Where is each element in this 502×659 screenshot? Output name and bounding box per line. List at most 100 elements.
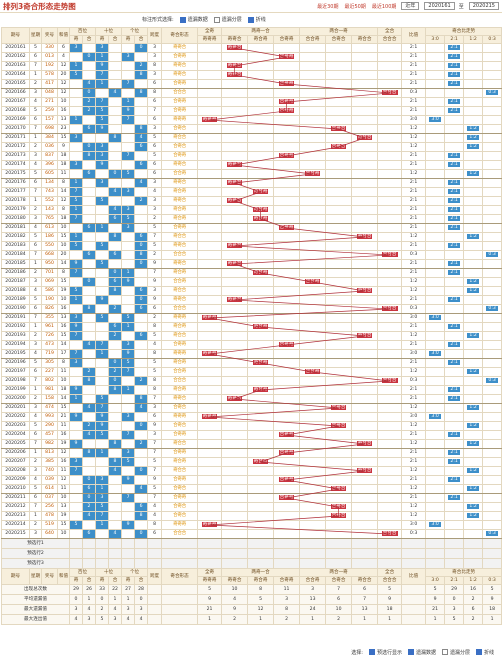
cell: 7 bbox=[121, 79, 136, 89]
cell bbox=[325, 520, 353, 530]
cell: 合奇奇 bbox=[273, 493, 301, 503]
cell bbox=[247, 43, 275, 53]
cell bbox=[273, 241, 301, 251]
option[interactable]: 遗漏数据 bbox=[179, 16, 208, 23]
cell: 6 bbox=[147, 142, 163, 152]
link[interactable]: 最近30期 bbox=[317, 3, 339, 10]
cell: 2 bbox=[29, 331, 42, 341]
cell bbox=[351, 502, 379, 512]
cell bbox=[197, 421, 223, 431]
cell: 奇合形态 bbox=[161, 568, 199, 585]
cell bbox=[325, 349, 353, 359]
cell bbox=[401, 538, 427, 549]
cell: 2:1 bbox=[444, 196, 465, 206]
cell: 0 bbox=[81, 142, 97, 152]
cell: 18 bbox=[57, 214, 70, 224]
cell bbox=[247, 142, 275, 152]
cell bbox=[325, 223, 353, 233]
cell: 5 bbox=[147, 358, 163, 368]
cell: 11 bbox=[273, 584, 301, 595]
cell: 2:1 bbox=[401, 79, 427, 89]
cell: 0 bbox=[69, 594, 83, 605]
cell: 跨度 bbox=[147, 27, 163, 44]
ratio-marker: 2:1 bbox=[448, 45, 460, 50]
option[interactable]: 遗漏分层 bbox=[213, 16, 242, 23]
cell bbox=[134, 448, 149, 458]
cell: 2:1 bbox=[444, 448, 465, 458]
cell bbox=[81, 331, 97, 341]
cell: 2020205 bbox=[1, 439, 30, 449]
select[interactable]: 近年 bbox=[401, 2, 420, 10]
shape-marker: 合奇奇 bbox=[278, 81, 295, 86]
cell bbox=[425, 151, 446, 161]
cell: 5 bbox=[69, 196, 83, 206]
cell: 2:1 bbox=[444, 52, 465, 62]
cell bbox=[325, 160, 353, 170]
from-input[interactable]: 2020161 bbox=[424, 2, 455, 10]
option[interactable]: 遗漏数据 bbox=[407, 649, 436, 656]
ratio-marker: 2:1 bbox=[448, 360, 460, 365]
cell bbox=[121, 502, 136, 512]
cell: 奇奇合 bbox=[161, 295, 199, 305]
ratio-marker: 2:1 bbox=[448, 54, 460, 59]
cell: 奖号 bbox=[41, 27, 58, 44]
cell: 5 bbox=[121, 169, 136, 179]
link[interactable]: 最近50期 bbox=[344, 3, 366, 10]
cell bbox=[81, 295, 97, 305]
cell bbox=[425, 52, 446, 62]
cell: 6 bbox=[81, 169, 97, 179]
cell bbox=[273, 250, 301, 260]
cell bbox=[377, 70, 403, 80]
to-input[interactable]: 2020215 bbox=[468, 2, 499, 10]
filter: 标注形式选择: 遗漏数据 遗漏分层 折线 bbox=[0, 13, 502, 26]
cell: 5 bbox=[95, 394, 110, 404]
cell: 2020167 bbox=[1, 97, 30, 107]
cell: 396 bbox=[41, 160, 58, 170]
cell: 2020193 bbox=[1, 331, 30, 341]
cell bbox=[463, 358, 484, 368]
cell bbox=[273, 484, 301, 494]
cell bbox=[463, 385, 484, 395]
cell: 1:2 bbox=[463, 576, 484, 585]
cell: 奇合奇 bbox=[161, 187, 199, 197]
cell: 2020173 bbox=[1, 151, 30, 161]
cell: 4 bbox=[108, 604, 123, 615]
cell: 4 bbox=[57, 52, 70, 62]
cell bbox=[444, 232, 465, 242]
cell: 和值 bbox=[57, 27, 70, 44]
cell: 1:2 bbox=[401, 466, 427, 476]
cell bbox=[161, 604, 199, 615]
cell: 478 bbox=[41, 511, 58, 521]
cell: 8 bbox=[57, 358, 70, 368]
cell bbox=[299, 79, 327, 89]
cell bbox=[425, 502, 446, 512]
option[interactable]: 折线 bbox=[475, 649, 494, 656]
option[interactable]: 遗漏分层 bbox=[441, 649, 470, 656]
cell bbox=[463, 548, 484, 559]
cell: 奇合奇 bbox=[247, 322, 275, 332]
shape-marker: 合奇合 bbox=[330, 423, 347, 428]
cell bbox=[463, 259, 484, 269]
option[interactable]: 预选行显示 bbox=[368, 649, 402, 656]
cell: 2 bbox=[147, 214, 163, 224]
cell: 0:3 bbox=[482, 529, 502, 539]
cell bbox=[108, 484, 123, 494]
cell bbox=[351, 277, 379, 287]
cell bbox=[377, 466, 403, 476]
cell bbox=[221, 97, 249, 107]
cell: 9 bbox=[221, 604, 249, 615]
cell bbox=[247, 151, 275, 161]
cell bbox=[197, 304, 223, 314]
cell bbox=[95, 232, 110, 242]
data-row: 2020204 6 457 16 4 5 7 3 合奇奇 合奇奇 2:1 2:1 bbox=[1, 430, 502, 440]
cell: 1 bbox=[29, 70, 42, 80]
cell bbox=[325, 241, 353, 251]
cell bbox=[351, 448, 379, 458]
cell bbox=[299, 421, 327, 431]
cell bbox=[221, 558, 249, 569]
cell: 2 bbox=[29, 457, 42, 467]
option[interactable]: 折线 bbox=[247, 16, 266, 23]
cell bbox=[221, 106, 249, 116]
link[interactable]: 最近100期 bbox=[371, 3, 397, 10]
ratio-marker: 2:1 bbox=[448, 162, 460, 167]
